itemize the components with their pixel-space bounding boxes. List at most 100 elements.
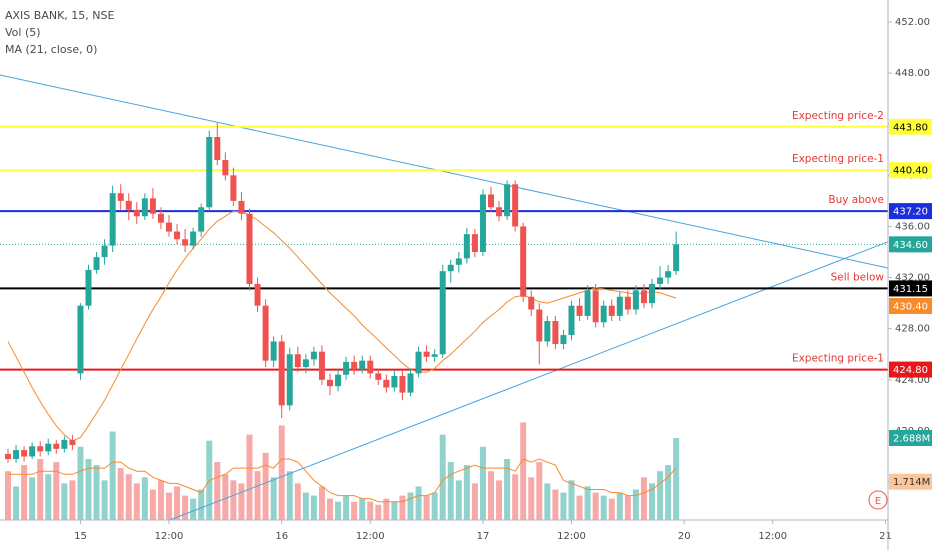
volume-bar [318, 486, 325, 520]
volume-bar [471, 483, 478, 520]
candle-body [673, 244, 680, 272]
volume-bar [512, 474, 519, 520]
candle-body [407, 373, 414, 393]
volume-bar [552, 489, 559, 520]
volume-bar [616, 492, 623, 520]
candle-body [21, 450, 28, 457]
volume-bar [455, 480, 462, 520]
volume-bar [101, 480, 108, 520]
events-label[interactable]: E [875, 496, 881, 507]
volume-bar [198, 489, 205, 520]
candle-body [109, 193, 116, 246]
volume-bar [447, 462, 454, 520]
candle-body [463, 234, 470, 259]
volume-bar [246, 434, 253, 520]
volume-bar [77, 446, 84, 520]
level-badge [889, 162, 932, 179]
candle-body [318, 351, 325, 380]
candle-body [608, 305, 615, 316]
candle-body [335, 374, 342, 387]
candle-body [5, 453, 11, 460]
candle-body [262, 305, 269, 361]
volume-bar [13, 486, 20, 520]
volume-bar [238, 483, 245, 520]
candle-body [632, 290, 639, 310]
candle-body [190, 231, 197, 246]
volume-bar [359, 498, 366, 520]
volume-bar [592, 492, 599, 520]
volume-bar [270, 477, 277, 520]
candle-body [270, 341, 277, 361]
volume-bar [310, 495, 317, 520]
ma-badge-label: 430.40 [893, 302, 928, 313]
candle-body [600, 305, 607, 323]
volume-bar [367, 501, 374, 520]
level-label: Expecting price-2 [792, 110, 884, 122]
candle-body [77, 305, 84, 374]
volume-ma-badge [889, 473, 932, 490]
x-tick-label: 12:00 [356, 531, 385, 542]
volume-bar [415, 486, 422, 520]
events-icon[interactable] [868, 490, 888, 510]
candle-body [471, 234, 478, 253]
volume-bar [431, 492, 438, 520]
volume-bar [544, 483, 551, 520]
x-tick-label: 12:00 [758, 531, 787, 542]
level-badge-label: 443.80 [893, 122, 928, 133]
candle-body [431, 354, 438, 357]
candle-body [85, 269, 92, 306]
candle-body [246, 213, 253, 284]
candle-body [359, 360, 366, 370]
volume-bar [69, 480, 76, 520]
candle-body [520, 226, 527, 297]
x-tick-label: 15 [74, 531, 87, 542]
volume-bar [141, 477, 148, 520]
candle-body [29, 446, 36, 457]
level-badge-label: 440.40 [893, 166, 928, 177]
candle-body [157, 213, 164, 223]
volume-bar [673, 438, 680, 520]
volume-bar [608, 498, 615, 520]
volume-bar [125, 474, 132, 520]
level-label: Sell below [831, 271, 885, 283]
level-badge [889, 280, 932, 297]
candle-body [624, 296, 631, 310]
volume-bar [624, 495, 631, 520]
y-tick-label: 432.00 [895, 273, 930, 284]
candle-body [479, 194, 486, 253]
volume-bar [262, 452, 269, 520]
candle-body [133, 209, 140, 217]
candle-body [383, 379, 390, 388]
candle-body [439, 271, 446, 355]
volume-bar [568, 480, 575, 520]
candle-body [206, 136, 213, 208]
volume-bar [286, 471, 293, 520]
y-tick-label: 448.00 [895, 68, 930, 79]
candle-body [649, 283, 655, 304]
volume-bar [335, 501, 342, 520]
volume-bar [463, 465, 470, 520]
candle-body [254, 283, 261, 306]
candle-body [544, 321, 551, 342]
candle-body [657, 277, 664, 284]
volume-bar [21, 465, 28, 520]
candle-body [592, 290, 599, 323]
candle-body [101, 245, 108, 258]
volume-bar [93, 465, 100, 520]
volume-bar [632, 489, 639, 520]
volume-bar [182, 495, 189, 520]
candle-body [222, 160, 229, 176]
volume-ma-line [8, 458, 677, 503]
candle-body [616, 296, 623, 316]
candle-body [61, 439, 68, 449]
candle-body [488, 194, 494, 208]
volume-bar [109, 431, 116, 520]
level-badge [889, 203, 932, 220]
candle-body [37, 446, 44, 452]
y-tick-label: 436.00 [895, 221, 930, 232]
candle-body [560, 335, 567, 345]
volume-bar [190, 498, 197, 520]
candle-body [53, 443, 60, 449]
candle-body [327, 379, 333, 387]
indicator-label: Vol (5) [5, 26, 41, 39]
